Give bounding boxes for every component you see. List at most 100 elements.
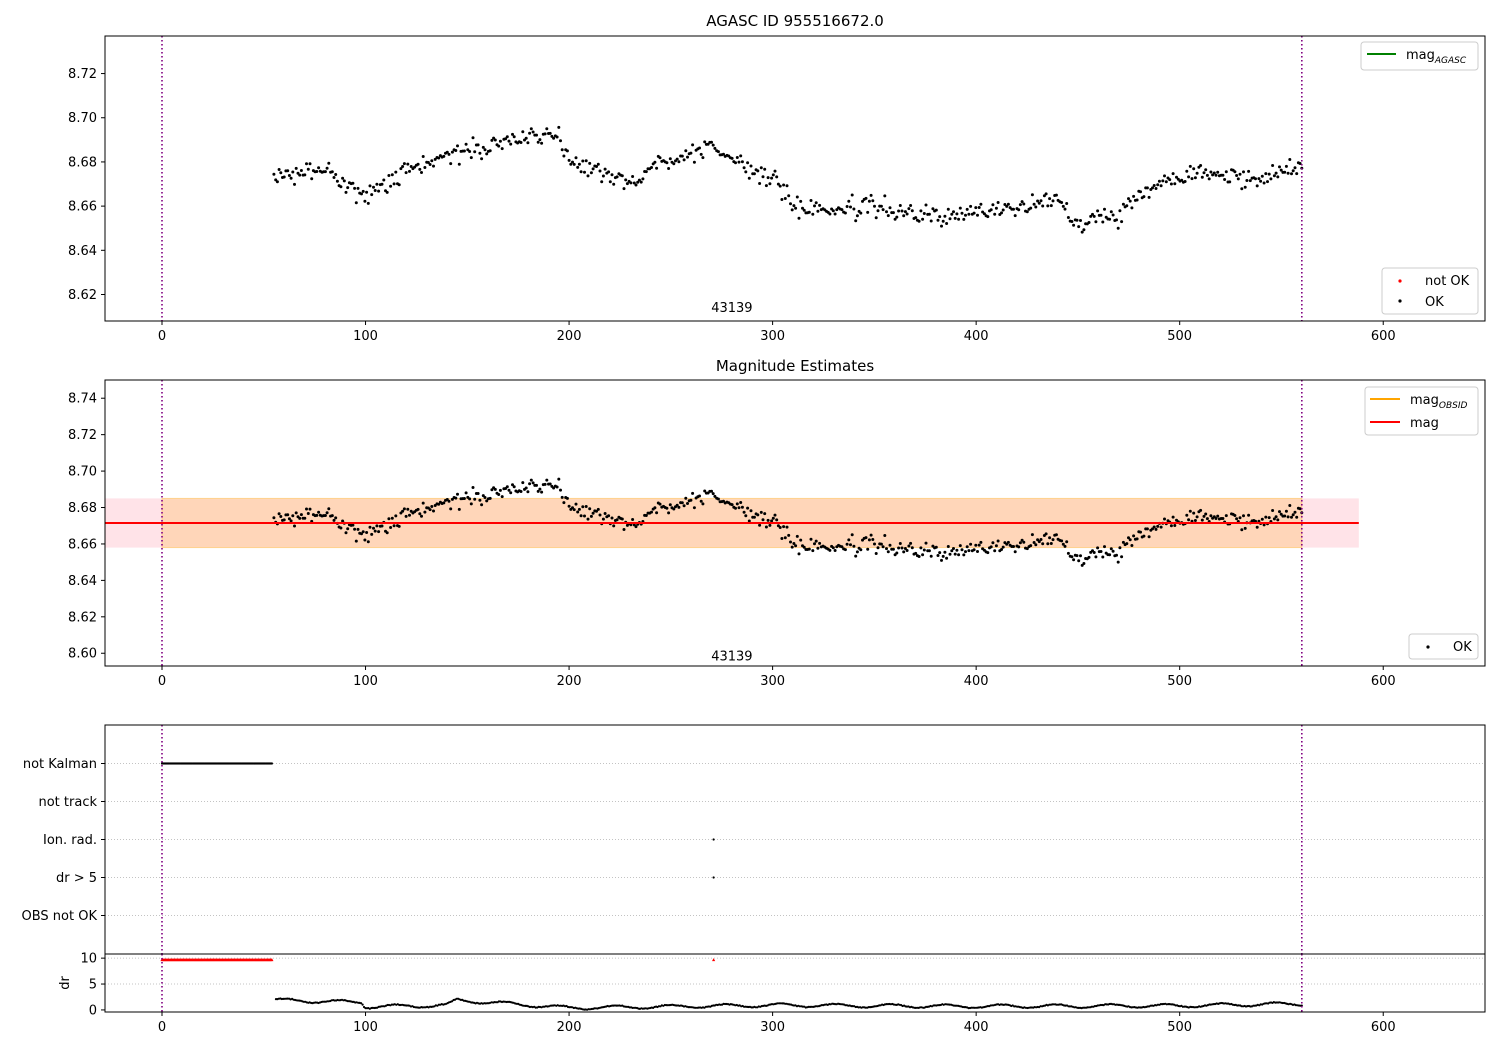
data-point-ok [598, 513, 602, 517]
data-point-ok [756, 513, 760, 517]
data-point-ok [588, 507, 592, 511]
data-point-ok [601, 174, 605, 178]
data-point-ok [366, 540, 370, 544]
data-point-ok [402, 162, 406, 166]
data-point-ok [974, 206, 978, 210]
data-point-ok [859, 548, 863, 552]
data-point-ok [432, 164, 435, 168]
data-point-ok [1205, 517, 1209, 521]
data-point-ok [1116, 560, 1120, 564]
data-point-ok [775, 175, 779, 179]
data-point-ok [900, 209, 904, 213]
data-point-ok [845, 205, 849, 208]
data-point-ok [909, 541, 913, 545]
x-tick-label: 300 [760, 329, 785, 344]
data-point-ok [811, 212, 815, 216]
data-point-ok [778, 184, 782, 188]
data-point-ok [773, 513, 777, 517]
data-point-ok [764, 525, 768, 529]
data-point-ok [771, 516, 775, 520]
data-point-ok [813, 204, 816, 208]
data-point-ok [370, 193, 374, 197]
data-point-ok [938, 215, 942, 219]
data-point-ok [299, 513, 303, 517]
data-point-ok [1013, 214, 1017, 218]
data-point-ok [344, 531, 348, 535]
data-point-ok [802, 208, 806, 212]
data-point-ok [953, 216, 957, 220]
data-point-ok [747, 519, 751, 523]
data-point-ok [668, 157, 672, 161]
data-point-ok [600, 180, 604, 184]
data-point-ok [1127, 197, 1130, 201]
data-point-ok [397, 524, 401, 528]
data-point-ok [401, 509, 405, 513]
data-point-ok [952, 210, 955, 214]
y-tick-label: 8.74 [68, 392, 97, 407]
data-point-ok [476, 143, 480, 147]
data-point-ok [780, 537, 784, 540]
data-point-ok [682, 504, 686, 508]
data-point-ok [818, 203, 822, 207]
data-point-ok [612, 182, 616, 186]
data-point-ok [428, 163, 432, 166]
data-point-ok [691, 491, 695, 495]
data-point-ok [636, 180, 640, 184]
data-point-ok [922, 212, 926, 215]
data-point-ok [535, 133, 538, 137]
data-point-ok [799, 538, 803, 542]
data-point-ok [351, 523, 355, 527]
data-point-ok [480, 157, 484, 161]
data-point-ok [866, 547, 870, 551]
data-point-ok [783, 197, 787, 200]
data-point-ok [464, 142, 468, 146]
data-point-ok [910, 209, 914, 213]
data-point-ok [699, 152, 703, 156]
data-point-ok [294, 166, 298, 170]
data-point-ok [1272, 174, 1276, 178]
data-point-ok [416, 507, 420, 511]
data-point-ok [943, 214, 947, 218]
data-point-ok [855, 550, 859, 554]
data-point-ok [1214, 517, 1218, 520]
data-point-ok [1185, 513, 1189, 517]
data-point-ok [885, 210, 888, 214]
data-point-ok [356, 186, 360, 190]
data-point-ok [986, 551, 990, 555]
data-point-ok [737, 506, 741, 510]
data-point-ok [1185, 169, 1189, 173]
data-point-ok [1087, 555, 1091, 559]
data-point-ok [1041, 204, 1045, 208]
data-point-ok [334, 173, 338, 176]
data-point-ok [766, 176, 770, 180]
data-point-ok [521, 130, 525, 134]
data-point-ok [1188, 509, 1192, 513]
data-point-ok [840, 545, 844, 549]
data-point-ok [536, 489, 540, 493]
data-point-ok [1142, 534, 1146, 538]
data-point-ok [967, 212, 971, 216]
data-point-ok [914, 551, 918, 555]
data-point-ok [958, 206, 962, 210]
data-point-ok [849, 205, 852, 209]
data-point-ok [559, 488, 562, 492]
data-point-ok [1159, 525, 1163, 529]
data-point-ok [1214, 173, 1218, 177]
data-point-ok [1242, 170, 1245, 174]
data-point-ok [1163, 174, 1166, 178]
data-point-ok [667, 167, 671, 170]
data-point-ok [418, 167, 422, 171]
y-tick-label: 8.70 [68, 111, 97, 126]
data-point-ok [1018, 541, 1022, 545]
data-point-ok [445, 150, 449, 154]
data-point-ok [658, 502, 662, 506]
data-point-ok [807, 210, 811, 214]
data-point-ok [768, 523, 772, 527]
data-point-ok [1054, 193, 1058, 197]
data-point-ok [385, 190, 389, 194]
data-point-ok [917, 555, 921, 558]
data-point-ok [675, 157, 679, 161]
data-point-ok [776, 182, 780, 186]
data-point-ok [317, 166, 321, 170]
data-point-ok [571, 160, 574, 164]
